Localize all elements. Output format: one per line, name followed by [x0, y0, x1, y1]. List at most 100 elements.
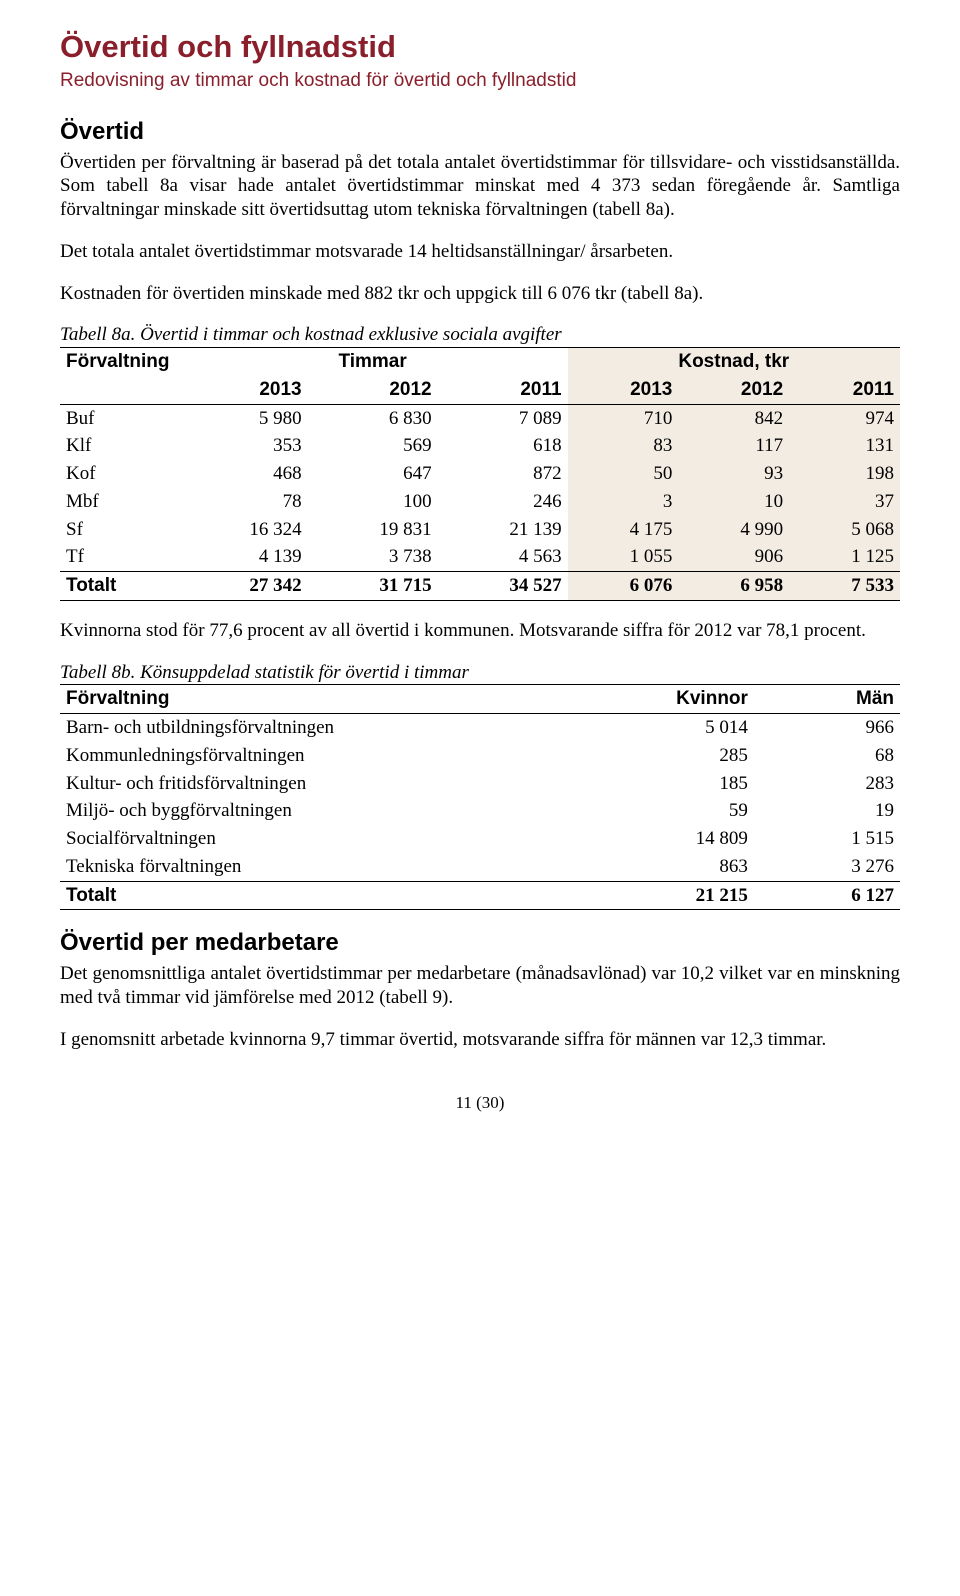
cell: 966 [754, 714, 900, 742]
row-label: Sf [60, 516, 178, 544]
cell: 569 [308, 432, 438, 460]
page-subtitle: Redovisning av timmar och kostnad för öv… [60, 69, 900, 93]
row-label: Tekniska förvaltningen [60, 853, 530, 881]
cell: 842 [678, 404, 789, 432]
cell: 93 [678, 460, 789, 488]
cell: 83 [568, 432, 679, 460]
year-header: 2012 [678, 376, 789, 404]
cell: 906 [678, 543, 789, 571]
row-label: Buf [60, 404, 178, 432]
cell: 5 068 [789, 516, 900, 544]
table-8b-caption: Tabell 8b. Könsuppdelad statistik för öv… [60, 661, 900, 685]
cell: 10 [678, 488, 789, 516]
paragraph: Kvinnorna stod för 77,6 procent av all ö… [60, 619, 900, 643]
row-label: Kultur- och fritidsförvaltningen [60, 770, 530, 798]
table-8b: Förvaltning Kvinnor Män Barn- och utbild… [60, 684, 900, 910]
cell: 1 125 [789, 543, 900, 571]
cell: 37 [789, 488, 900, 516]
table-row: Klf35356961883117131 [60, 432, 900, 460]
year-header: 2012 [308, 376, 438, 404]
cell: 21 139 [438, 516, 568, 544]
total-label: Totalt [60, 572, 178, 601]
total-cell: 27 342 [178, 572, 308, 601]
cell: 872 [438, 460, 568, 488]
paragraph: I genomsnitt arbetade kvinnorna 9,7 timm… [60, 1028, 900, 1052]
total-cell: 31 715 [308, 572, 438, 601]
year-header: 2011 [789, 376, 900, 404]
cell: 131 [789, 432, 900, 460]
cell: 4 175 [568, 516, 679, 544]
cell: 4 563 [438, 543, 568, 571]
total-label: Totalt [60, 881, 530, 910]
total-cell: 7 533 [789, 572, 900, 601]
cell: 3 [568, 488, 679, 516]
year-header: 2011 [438, 376, 568, 404]
cell: 117 [678, 432, 789, 460]
col-header-man: Män [754, 685, 900, 714]
col-header-forvaltning: Förvaltning [60, 348, 178, 376]
cell: 1 515 [754, 825, 900, 853]
table-row: Kommunledningsförvaltningen28568 [60, 742, 900, 770]
cell: 618 [438, 432, 568, 460]
table-row: Tf4 1393 7384 5631 0559061 125 [60, 543, 900, 571]
cell: 100 [308, 488, 438, 516]
section-overtid-heading: Övertid [60, 117, 900, 147]
total-cell: 6 958 [678, 572, 789, 601]
cell: 16 324 [178, 516, 308, 544]
row-label: Miljö- och byggförvaltningen [60, 797, 530, 825]
cell: 59 [530, 797, 754, 825]
row-label: Kommunledningsförvaltningen [60, 742, 530, 770]
cell: 6 830 [308, 404, 438, 432]
cell: 68 [754, 742, 900, 770]
cell: 285 [530, 742, 754, 770]
table-row: Buf5 9806 8307 089710842974 [60, 404, 900, 432]
section-overtid-per-medarbetare-heading: Övertid per medarbetare [60, 928, 900, 958]
paragraph: Övertiden per förvaltning är baserad på … [60, 151, 900, 222]
row-label: Barn- och utbildningsförvaltningen [60, 714, 530, 742]
table-row: Mbf7810024631037 [60, 488, 900, 516]
row-label: Tf [60, 543, 178, 571]
page-number: 11 (30) [60, 1092, 900, 1113]
cell: 468 [178, 460, 308, 488]
paragraph: Kostnaden för övertiden minskade med 882… [60, 282, 900, 306]
table-row: Tekniska förvaltningen8633 276 [60, 853, 900, 881]
cell: 19 831 [308, 516, 438, 544]
col-header-kostnad: Kostnad, tkr [568, 348, 900, 376]
table-8a: Förvaltning Timmar Kostnad, tkr 2013 201… [60, 347, 900, 601]
cell: 4 139 [178, 543, 308, 571]
page-title: Övertid och fyllnadstid [60, 28, 900, 67]
cell: 1 055 [568, 543, 679, 571]
paragraph: Det totala antalet övertidstimmar motsva… [60, 240, 900, 264]
table-row: Kultur- och fritidsförvaltningen185283 [60, 770, 900, 798]
cell: 3 276 [754, 853, 900, 881]
cell: 78 [178, 488, 308, 516]
cell: 974 [789, 404, 900, 432]
cell: 5 014 [530, 714, 754, 742]
col-header-forvaltning: Förvaltning [60, 685, 530, 714]
row-label: Mbf [60, 488, 178, 516]
cell: 5 980 [178, 404, 308, 432]
paragraph: Det genomsnittliga antalet övertidstimma… [60, 962, 900, 1010]
total-cell: 34 527 [438, 572, 568, 601]
cell: 7 089 [438, 404, 568, 432]
table-row: Miljö- och byggförvaltningen5919 [60, 797, 900, 825]
cell: 283 [754, 770, 900, 798]
year-header: 2013 [178, 376, 308, 404]
total-cell: 21 215 [530, 881, 754, 910]
cell: 19 [754, 797, 900, 825]
cell: 3 738 [308, 543, 438, 571]
cell: 198 [789, 460, 900, 488]
total-cell: 6 127 [754, 881, 900, 910]
cell: 647 [308, 460, 438, 488]
total-cell: 6 076 [568, 572, 679, 601]
cell: 50 [568, 460, 679, 488]
cell: 863 [530, 853, 754, 881]
table-row: Kof4686478725093198 [60, 460, 900, 488]
cell: 353 [178, 432, 308, 460]
table-row: Socialförvaltningen14 8091 515 [60, 825, 900, 853]
cell: 246 [438, 488, 568, 516]
cell: 14 809 [530, 825, 754, 853]
col-header-timmar: Timmar [178, 348, 568, 376]
table-row: Barn- och utbildningsförvaltningen5 0149… [60, 714, 900, 742]
cell: 4 990 [678, 516, 789, 544]
